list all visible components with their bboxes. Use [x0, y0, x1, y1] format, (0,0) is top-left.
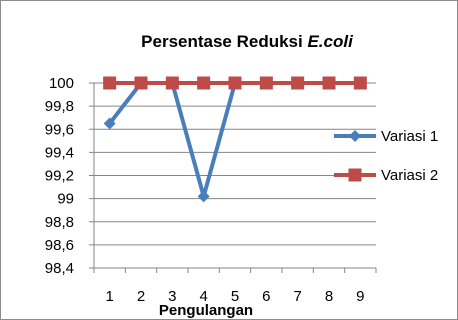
x-tick-label: 7 — [293, 288, 301, 305]
legend: Variasi 1 Variasi 2 — [334, 128, 438, 184]
data-point-series-2 — [165, 76, 179, 90]
x-tick-labels: 1 2 3 4 5 6 7 8 9 — [105, 288, 364, 305]
chart-title-main: Persentase Reduksi — [141, 32, 307, 51]
x-tick-label: 9 — [356, 288, 364, 305]
data-point-series-2 — [353, 76, 367, 90]
y-tick-label: 99,8 — [45, 98, 74, 115]
axes — [89, 82, 377, 273]
y-tick-label: 99,6 — [45, 121, 74, 138]
data-point-series-2 — [134, 76, 148, 90]
y-tick-label: 99,4 — [45, 144, 74, 161]
series-line-1 — [108, 81, 237, 199]
data-point-series-2 — [103, 76, 117, 90]
legend-label-1: Variasi 1 — [381, 128, 438, 145]
data-point-series-1 — [197, 190, 210, 203]
y-tick-labels: 100 99,8 99,6 99,4 99,2 99 98,8 98,6 98,4 — [45, 75, 74, 277]
data-point-series-2 — [322, 76, 336, 90]
x-axis-title: Pengulangan — [159, 302, 253, 319]
data-point-series-2 — [197, 76, 211, 90]
x-tick-label: 2 — [137, 288, 145, 305]
x-tick-label: 1 — [105, 288, 113, 305]
chart-title: Persentase Reduksi E.coli — [141, 32, 354, 51]
x-tick-label: 8 — [325, 288, 333, 305]
chart-title-italic: E.coli — [307, 32, 354, 51]
data-point-series-2 — [259, 76, 273, 90]
legend-label-2: Variasi 2 — [381, 167, 438, 184]
legend-marker-1 — [349, 130, 361, 142]
y-tick-label: 98,4 — [45, 260, 74, 277]
legend-marker-2 — [348, 168, 362, 182]
y-tick-label: 98,8 — [45, 214, 74, 231]
gridlines — [94, 82, 376, 269]
x-tick-label: 4 — [199, 288, 207, 305]
data-point-series-2 — [228, 76, 242, 90]
y-tick-label: 99 — [57, 191, 74, 208]
y-tick-label: 100 — [49, 75, 74, 92]
data-point-series-1 — [103, 117, 116, 130]
y-tick-label: 99,2 — [45, 168, 74, 185]
data-point-series-2 — [291, 76, 305, 90]
x-tick-label: 6 — [262, 288, 270, 305]
x-tick-label: 5 — [231, 288, 239, 305]
series-lines — [103, 76, 367, 203]
x-tick-label: 3 — [168, 288, 176, 305]
y-tick-label: 98,6 — [45, 237, 74, 254]
